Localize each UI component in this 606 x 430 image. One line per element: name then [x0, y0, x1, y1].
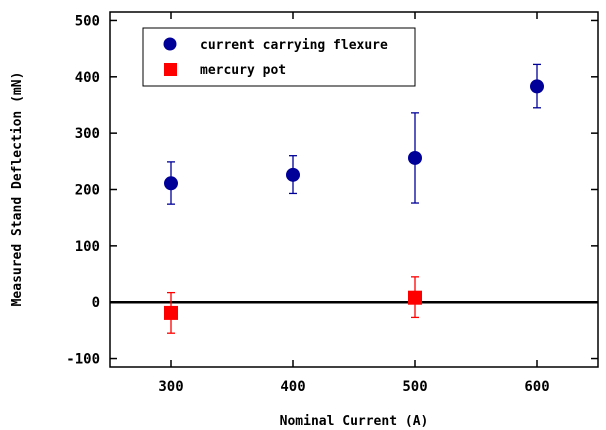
axis-tick-labels: 300 400 500 600 -100 0 100 200 300 400 500 [66, 13, 549, 395]
data-point-flexure [408, 150, 422, 165]
y-tick-label: 200 [75, 183, 100, 199]
y-tick-label: 500 [75, 13, 100, 29]
y-tick-label: -100 [66, 352, 100, 368]
y-tick-label: 300 [75, 126, 100, 142]
legend-box [142, 27, 416, 87]
x-tick-label: 500 [402, 379, 427, 395]
data-point-mercury-pot [164, 305, 178, 320]
x-axis-label: Nominal Current (A) [280, 414, 429, 429]
series-flexure [164, 63, 544, 205]
legend-marker-square [164, 63, 177, 76]
y-tick-label: 0 [92, 295, 100, 311]
x-tick-label: 300 [158, 379, 183, 395]
data-point-mercury-pot [408, 290, 422, 305]
legend-label-flexure: current carrying flexure [200, 38, 388, 53]
y-axis-label: Measured Stand Deflection (mN) [10, 72, 25, 307]
data-point-flexure [286, 167, 300, 182]
y-tick-label: 400 [75, 70, 100, 86]
x-tick-label: 600 [524, 379, 549, 395]
data-point-flexure [530, 79, 544, 94]
legend-label-mercury-pot: mercury pot [200, 63, 286, 78]
y-tick-label: 100 [75, 239, 100, 255]
legend-marker-circle [163, 37, 177, 51]
x-tick-label: 400 [280, 379, 305, 395]
data-marks [164, 63, 544, 334]
data-point-flexure [164, 176, 178, 191]
legend: current carrying flexure mercury pot [142, 27, 416, 87]
series-mercury-pot [164, 276, 422, 334]
